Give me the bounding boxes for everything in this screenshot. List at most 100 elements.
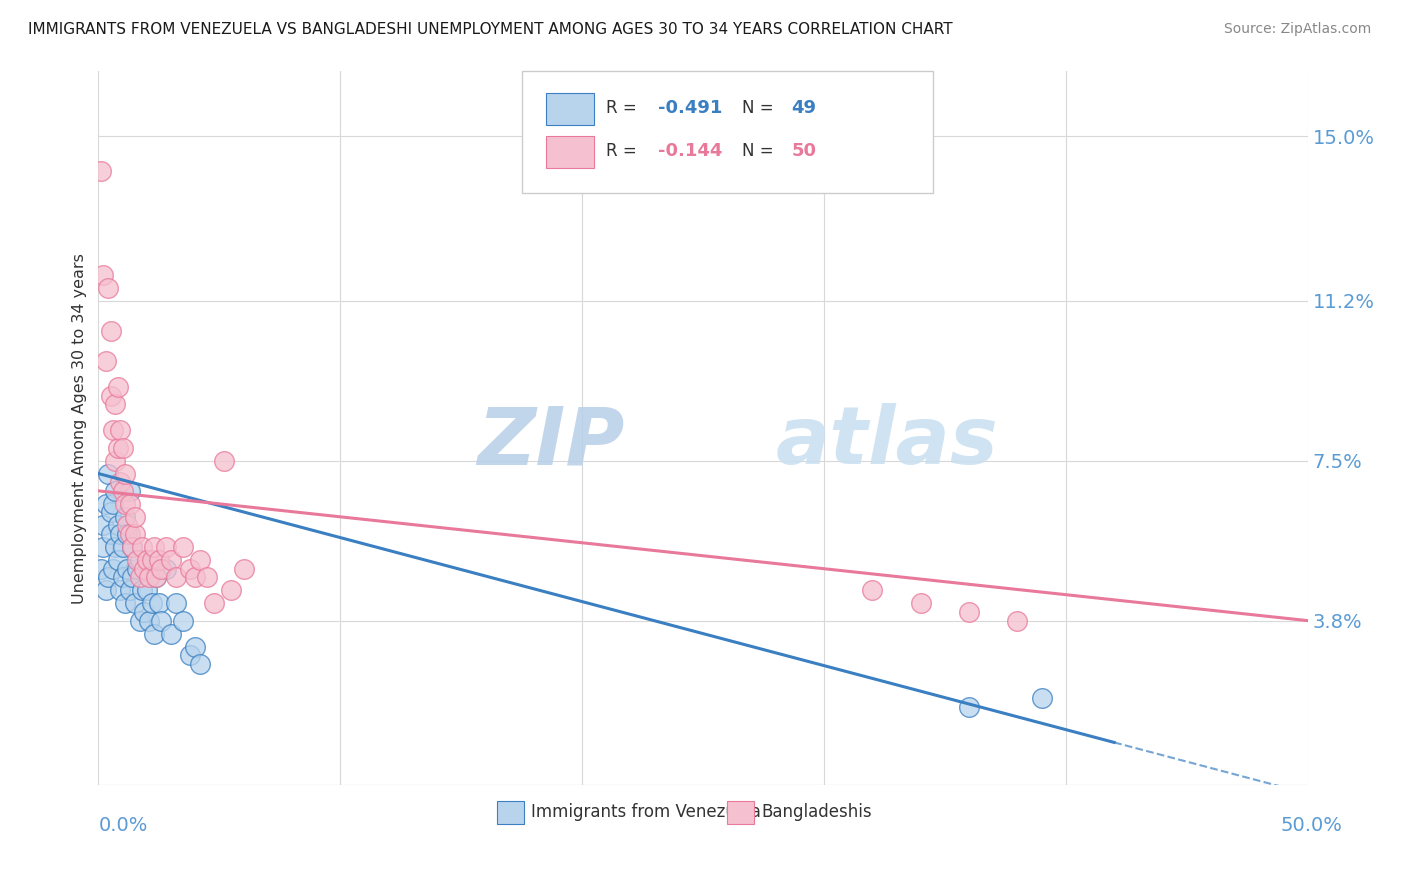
Point xyxy=(165,570,187,584)
Bar xyxy=(546,93,595,125)
Point xyxy=(141,553,163,567)
Point xyxy=(107,441,129,455)
Point xyxy=(100,389,122,403)
Point xyxy=(114,467,136,481)
Text: R =: R = xyxy=(606,143,643,161)
Point xyxy=(117,527,139,541)
Text: IMMIGRANTS FROM VENEZUELA VS BANGLADESHI UNEMPLOYMENT AMONG AGES 30 TO 34 YEARS : IMMIGRANTS FROM VENEZUELA VS BANGLADESHI… xyxy=(28,22,953,37)
Point xyxy=(91,518,114,533)
Point xyxy=(910,596,932,610)
Point xyxy=(114,596,136,610)
Point xyxy=(172,540,194,554)
Point xyxy=(100,527,122,541)
Point xyxy=(145,570,167,584)
Point xyxy=(143,626,166,640)
Point xyxy=(104,397,127,411)
Point xyxy=(108,423,131,437)
Point xyxy=(101,497,124,511)
Point xyxy=(111,441,134,455)
Text: R =: R = xyxy=(606,100,643,118)
Point xyxy=(138,570,160,584)
Point xyxy=(134,562,156,576)
Point xyxy=(90,164,112,178)
Point xyxy=(148,553,170,567)
Point xyxy=(121,540,143,554)
Point xyxy=(150,614,173,628)
Point xyxy=(221,583,243,598)
Point xyxy=(957,700,980,714)
Point xyxy=(179,562,201,576)
Point xyxy=(104,540,127,554)
Text: Immigrants from Venezuela: Immigrants from Venezuela xyxy=(531,803,761,821)
Point xyxy=(108,527,131,541)
Point xyxy=(111,540,134,554)
Point xyxy=(107,518,129,533)
Point xyxy=(135,583,157,598)
Point xyxy=(150,562,173,576)
Point xyxy=(90,562,112,576)
Text: -0.491: -0.491 xyxy=(658,100,723,118)
Text: ZIP: ZIP xyxy=(477,403,624,482)
Point xyxy=(155,562,177,576)
Point xyxy=(104,483,127,498)
Point xyxy=(101,562,124,576)
Point xyxy=(860,583,883,598)
Point xyxy=(172,614,194,628)
Point xyxy=(94,354,117,368)
Point xyxy=(117,518,139,533)
Point xyxy=(160,626,183,640)
Point xyxy=(155,540,177,554)
Point xyxy=(128,553,150,567)
Point xyxy=(138,614,160,628)
Text: 49: 49 xyxy=(792,100,817,118)
Point xyxy=(118,527,141,541)
Point xyxy=(118,497,141,511)
Point xyxy=(97,467,120,481)
Text: Bangladeshis: Bangladeshis xyxy=(761,803,872,821)
Point xyxy=(97,280,120,294)
Point xyxy=(108,583,131,598)
Point xyxy=(195,570,218,584)
Point xyxy=(107,380,129,394)
Point xyxy=(135,553,157,567)
Point xyxy=(184,640,207,654)
Point xyxy=(204,596,226,610)
Text: N =: N = xyxy=(742,100,779,118)
Text: 50.0%: 50.0% xyxy=(1281,816,1343,835)
Text: atlas: atlas xyxy=(776,403,998,482)
Point xyxy=(104,453,127,467)
Point xyxy=(188,553,211,567)
Text: -0.144: -0.144 xyxy=(658,143,723,161)
Point xyxy=(145,570,167,584)
Point xyxy=(100,324,122,338)
Point xyxy=(121,540,143,554)
Text: 50: 50 xyxy=(792,143,817,161)
Point xyxy=(148,596,170,610)
Text: N =: N = xyxy=(742,143,779,161)
Point xyxy=(118,583,141,598)
Point xyxy=(131,540,153,554)
Text: Source: ZipAtlas.com: Source: ZipAtlas.com xyxy=(1223,22,1371,37)
Point xyxy=(118,483,141,498)
Point xyxy=(91,268,114,282)
Point xyxy=(212,453,235,467)
Point xyxy=(160,553,183,567)
Point xyxy=(114,509,136,524)
Point xyxy=(124,509,146,524)
Point xyxy=(128,570,150,584)
Point xyxy=(94,583,117,598)
Point xyxy=(127,562,149,576)
Point xyxy=(94,497,117,511)
Point xyxy=(101,423,124,437)
Point xyxy=(117,562,139,576)
Y-axis label: Unemployment Among Ages 30 to 34 years: Unemployment Among Ages 30 to 34 years xyxy=(72,252,87,604)
FancyBboxPatch shape xyxy=(522,71,932,193)
Point xyxy=(141,596,163,610)
Point xyxy=(188,657,211,671)
Point xyxy=(124,527,146,541)
Point xyxy=(91,540,114,554)
Point xyxy=(97,570,120,584)
Point xyxy=(108,475,131,490)
Point xyxy=(1031,691,1053,706)
Point xyxy=(121,570,143,584)
